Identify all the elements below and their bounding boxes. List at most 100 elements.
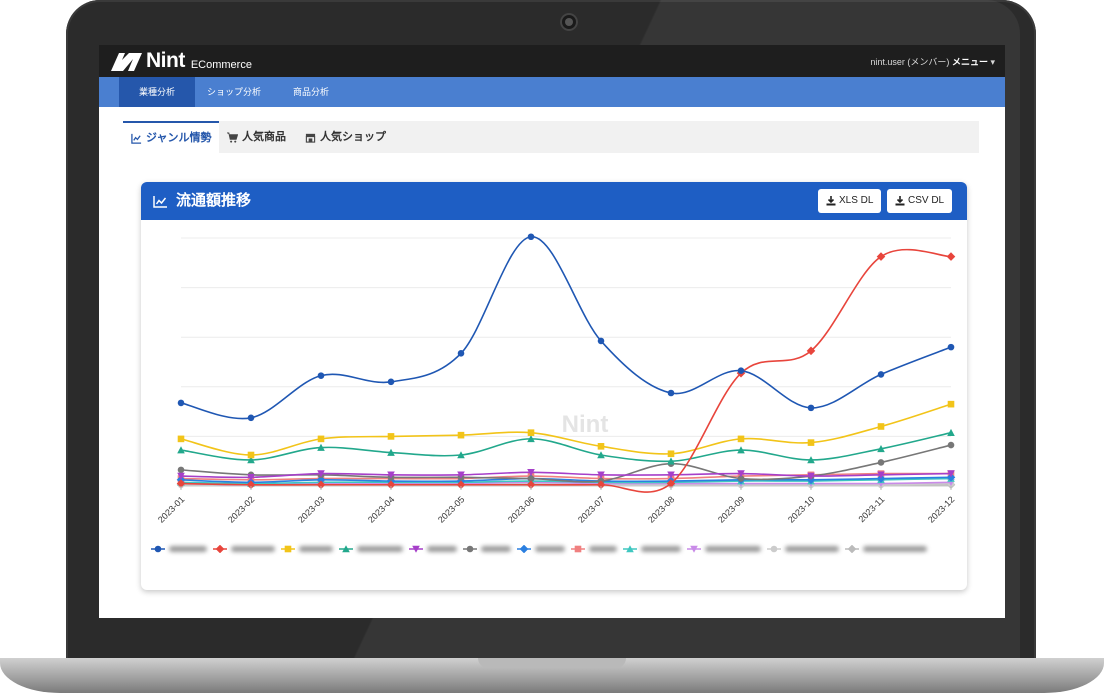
user-menu[interactable]: nint.user (メンバー) メニュー ▾ bbox=[870, 55, 995, 68]
legend-item[interactable] bbox=[767, 544, 839, 554]
legend-swatch bbox=[281, 545, 295, 553]
tab-bar: ジャンル情勢 人気商品 人気ショップ bbox=[123, 121, 979, 153]
tab-popular-shops[interactable]: 人気ショップ bbox=[297, 121, 394, 153]
gmv-line-chart: Nint 2023-01 2023-02 2023-03 2023-04 2023-05… bbox=[156, 233, 956, 525]
legend-marker bbox=[342, 545, 350, 553]
legend-item[interactable] bbox=[517, 544, 565, 554]
data-point bbox=[877, 371, 885, 378]
legend-item[interactable] bbox=[463, 544, 511, 554]
nav-item-industry-analysis[interactable]: 業種分析 bbox=[119, 77, 196, 107]
series-line bbox=[180, 476, 952, 484]
legend-swatch bbox=[687, 545, 701, 553]
legend-marker bbox=[770, 545, 778, 553]
data-point bbox=[457, 471, 465, 479]
x-tick-label: 2023-06 bbox=[506, 494, 536, 524]
logo-subtitle: ECommerce bbox=[190, 59, 252, 71]
legend-marker bbox=[574, 545, 582, 553]
app-logo[interactable]: Nint ECommerce bbox=[109, 50, 252, 72]
nav-item-product-analysis[interactable]: 商品分析 bbox=[293, 87, 330, 97]
legend-item[interactable] bbox=[409, 544, 457, 554]
x-axis-ticks: 2023-01 2023-02 2023-03 2023-04 2023-05 2023-… bbox=[156, 486, 956, 525]
legend-marker bbox=[519, 545, 529, 553]
nav-item-shop-analysis[interactable]: ショップ分析 bbox=[207, 87, 262, 97]
data-point bbox=[317, 470, 325, 478]
legend-label-obscured bbox=[481, 546, 511, 552]
chart-legend bbox=[151, 544, 957, 561]
series-line bbox=[180, 235, 952, 420]
x-tick-label: 2023-08 bbox=[646, 494, 676, 524]
x-tick-label: 2023-11 bbox=[856, 494, 886, 524]
x-tick-label: 2023-03 bbox=[296, 494, 326, 524]
legend-item[interactable] bbox=[687, 544, 761, 554]
main-nav: 業種分析 ショップ分析 商品分析 bbox=[99, 77, 1005, 107]
legend-item[interactable] bbox=[571, 544, 617, 554]
data-point bbox=[667, 389, 675, 397]
data-point bbox=[387, 448, 395, 456]
data-point bbox=[667, 471, 675, 479]
legend-swatch bbox=[623, 545, 637, 553]
data-point bbox=[247, 456, 255, 464]
data-point bbox=[247, 474, 255, 482]
legend-item[interactable] bbox=[845, 544, 927, 554]
data-point bbox=[597, 337, 605, 345]
data-point bbox=[246, 480, 256, 490]
legend-item[interactable] bbox=[213, 544, 275, 554]
legend-label-obscured bbox=[535, 546, 565, 552]
data-point bbox=[316, 475, 326, 485]
xls-download-button[interactable]: XLS DL bbox=[818, 189, 882, 213]
legend-item[interactable] bbox=[339, 544, 403, 554]
x-tick-label: 2023-04 bbox=[366, 494, 396, 524]
x-tick-label: 2023-05 bbox=[436, 494, 466, 524]
series-line bbox=[180, 248, 952, 493]
data-point bbox=[807, 439, 815, 446]
legend-item[interactable] bbox=[281, 544, 333, 554]
data-point bbox=[667, 450, 675, 458]
data-point bbox=[177, 435, 185, 443]
data-point bbox=[667, 457, 675, 465]
data-point bbox=[947, 470, 955, 478]
top-bar: Nint ECommerce nint.user (メンバー) メニュー ▾ bbox=[99, 45, 1005, 77]
legend-item[interactable] bbox=[151, 544, 207, 554]
data-point bbox=[247, 414, 255, 422]
data-point bbox=[877, 423, 885, 430]
data-point bbox=[177, 446, 185, 454]
legend-label-obscured bbox=[785, 546, 839, 552]
x-tick-label: 2023-02 bbox=[226, 494, 256, 524]
legend-swatch bbox=[151, 545, 165, 553]
gmv-trend-card: 流通額推移 XLS DL CSV DL Nint 2023-01 2023-02 2… bbox=[141, 182, 967, 590]
user-name: nint.user (メンバー) bbox=[870, 57, 950, 67]
tab-popular-products[interactable]: 人気商品 bbox=[219, 121, 294, 153]
data-point bbox=[317, 372, 325, 379]
legend-marker bbox=[154, 545, 162, 553]
tab-label: 人気商品 bbox=[242, 131, 286, 143]
legend-swatch bbox=[339, 545, 353, 553]
legend-label-obscured bbox=[641, 546, 681, 552]
data-point bbox=[737, 446, 745, 454]
webcam-icon bbox=[560, 13, 578, 31]
data-point bbox=[597, 471, 605, 479]
data-point bbox=[737, 435, 745, 443]
line-chart-icon bbox=[131, 133, 142, 144]
series-line bbox=[180, 431, 952, 463]
series-3 bbox=[177, 400, 955, 459]
data-point bbox=[807, 456, 815, 464]
data-point bbox=[877, 471, 885, 479]
legend-label-obscured bbox=[357, 546, 403, 552]
legend-item[interactable] bbox=[623, 544, 681, 554]
data-point bbox=[457, 350, 465, 357]
tab-genre-trend[interactable]: ジャンル情勢 bbox=[123, 121, 220, 153]
x-tick-label: 2023-01 bbox=[156, 494, 186, 524]
data-point bbox=[876, 252, 886, 261]
series-line bbox=[180, 471, 952, 479]
x-tick-label: 2023-12 bbox=[926, 494, 956, 524]
chart-grid bbox=[181, 237, 951, 487]
legend-marker bbox=[626, 545, 634, 553]
csv-download-button[interactable]: CSV DL bbox=[887, 189, 953, 213]
legend-label-obscured bbox=[863, 546, 927, 552]
legend-swatch bbox=[213, 545, 227, 553]
data-point bbox=[597, 443, 605, 450]
data-point bbox=[387, 378, 395, 386]
legend-swatch bbox=[517, 545, 531, 553]
legend-label-obscured bbox=[589, 546, 617, 552]
data-point bbox=[737, 475, 745, 482]
